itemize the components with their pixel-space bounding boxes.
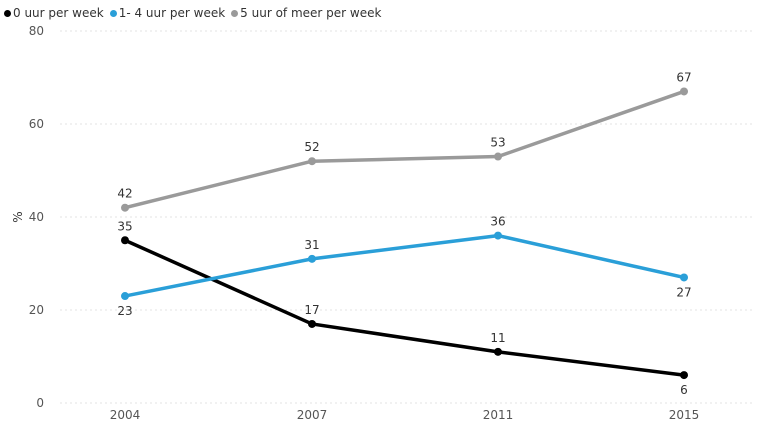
- data-point[interactable]: [494, 231, 502, 240]
- legend-dot-icon: [4, 9, 11, 17]
- y-axis-title: %: [11, 211, 25, 222]
- data-point[interactable]: [121, 236, 129, 245]
- series-0: 35 17 11 6: [117, 219, 688, 397]
- data-label: 17: [304, 303, 319, 317]
- data-point[interactable]: [308, 157, 316, 166]
- y-tick-label: 0: [36, 396, 44, 410]
- data-label: 6: [680, 383, 688, 397]
- data-label: 53: [490, 136, 505, 150]
- legend-dot-icon: [109, 9, 117, 17]
- data-point[interactable]: [121, 203, 129, 212]
- legend-label: 5 uur of meer per week: [240, 6, 382, 20]
- data-point[interactable]: [494, 152, 502, 161]
- legend-label: 1- 4 uur per week: [118, 6, 226, 20]
- x-tick-label: 2004: [110, 408, 141, 422]
- series-line: [124, 89, 685, 210]
- data-label: 36: [490, 215, 505, 229]
- data-point[interactable]: [680, 273, 688, 282]
- y-tick-label: 80: [29, 24, 44, 38]
- y-tick-label: 20: [29, 303, 44, 317]
- y-axis-ticks: 0 20 40 60 80: [29, 24, 44, 410]
- y-tick-label: 60: [29, 117, 44, 131]
- data-point[interactable]: [680, 87, 688, 96]
- data-label: 67: [676, 70, 691, 84]
- data-label: 27: [676, 285, 691, 299]
- data-label: 31: [304, 238, 319, 252]
- x-tick-label: 2015: [669, 408, 700, 422]
- legend-dot-icon: [231, 9, 239, 17]
- data-point[interactable]: [121, 292, 129, 301]
- data-label: 42: [117, 187, 132, 201]
- data-label: 35: [117, 219, 132, 233]
- series-line: [124, 238, 685, 377]
- series-group: 35 17 11 6 23 31 36 27 42 52 53 67: [117, 70, 691, 397]
- data-point[interactable]: [308, 254, 316, 263]
- data-point[interactable]: [308, 319, 316, 328]
- legend-item-0-uur[interactable]: 0 uur per week: [4, 6, 104, 20]
- legend-item-1-4-uur[interactable]: 1- 4 uur per week: [109, 6, 226, 20]
- series-1: 23 31 36 27: [117, 215, 691, 318]
- data-point[interactable]: [680, 371, 688, 380]
- x-tick-label: 2011: [483, 408, 514, 422]
- data-label: 11: [490, 331, 505, 345]
- data-point[interactable]: [494, 347, 502, 356]
- data-label: 52: [304, 140, 319, 154]
- legend-item-5-uur[interactable]: 5 uur of meer per week: [231, 6, 381, 20]
- series-line: [124, 233, 685, 298]
- series-2: 42 52 53 67: [117, 70, 692, 212]
- x-tick-label: 2007: [297, 408, 328, 422]
- legend: 0 uur per week 1- 4 uur per week 5 uur o…: [4, 6, 387, 20]
- x-axis-ticks: 2004 2007 2011 2015: [110, 408, 700, 422]
- gridlines: [60, 30, 755, 404]
- y-tick-label: 40: [29, 210, 44, 224]
- data-label: 23: [117, 304, 132, 318]
- legend-label: 0 uur per week: [13, 6, 104, 20]
